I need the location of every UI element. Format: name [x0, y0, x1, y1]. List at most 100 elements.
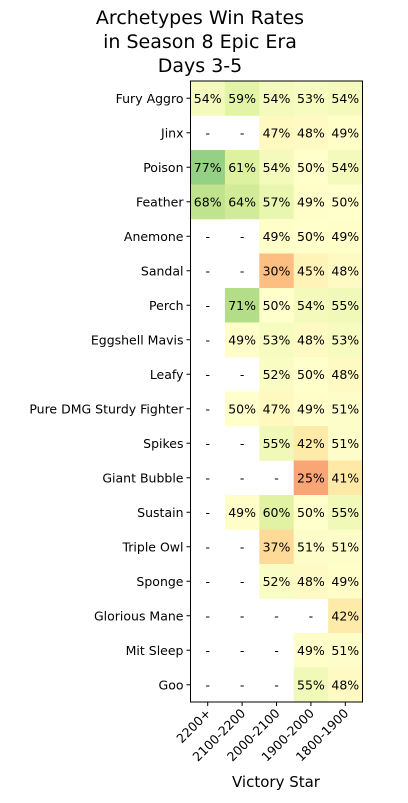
heatmap-cell [190, 81, 226, 116]
cell-value-label: 49% [331, 574, 359, 589]
cell-missing-label: - [240, 643, 245, 658]
cell-value-label: 42% [297, 436, 325, 451]
cell-value-label: 51% [331, 436, 359, 451]
cell-value-label: 41% [331, 470, 359, 485]
y-tick-label: Pure DMG Sturdy Fighter [29, 401, 184, 416]
cell-missing-label: - [205, 332, 210, 347]
heatmap-cell [293, 460, 329, 496]
cell-missing-label: - [240, 677, 245, 692]
cell-value-label: 53% [297, 91, 325, 106]
cell-missing-label: - [240, 539, 245, 554]
heatmap-cell [328, 357, 363, 392]
cell-value-label: 49% [331, 125, 359, 140]
cell-value-label: 57% [263, 194, 291, 209]
y-tick-label: Sponge [136, 574, 183, 589]
cell-missing-label: - [205, 367, 210, 382]
heatmap-cell [328, 184, 363, 220]
cell-value-label: 55% [331, 298, 359, 313]
heatmap-cell [328, 426, 363, 461]
heatmap-cell [293, 150, 329, 185]
cell-missing-label: - [274, 608, 279, 623]
cell-value-label: 54% [331, 91, 359, 106]
cell-value-label: 48% [331, 367, 359, 382]
cell-value-label: 51% [331, 401, 359, 416]
chart-title-line-3: Days 3-5 [157, 55, 243, 77]
heatmap-cell [259, 322, 294, 358]
heatmap-cell [259, 150, 294, 185]
cell-missing-label: - [205, 298, 210, 313]
y-tick-label: Goo [159, 677, 184, 692]
heatmap-cell [328, 288, 363, 323]
heatmap-cell [293, 667, 329, 703]
cell-value-label: 60% [263, 505, 291, 520]
x-axis-label: Victory Star [232, 773, 320, 791]
cell-value-label: 49% [297, 643, 325, 658]
cell-value-label: 64% [228, 194, 256, 209]
cell-missing-label: - [205, 539, 210, 554]
cell-value-label: 49% [263, 229, 291, 244]
cell-value-label: 54% [263, 91, 291, 106]
heatmap-cell [293, 81, 329, 116]
cell-value-label: 52% [263, 367, 291, 382]
heatmap-cell [328, 115, 363, 151]
cell-value-label: 49% [228, 505, 256, 520]
y-tick-label: Fury Aggro [116, 91, 184, 106]
cell-value-label: 49% [228, 332, 256, 347]
cell-value-label: 53% [331, 332, 359, 347]
cell-value-label: 50% [263, 298, 291, 313]
heatmap-cell [328, 150, 363, 185]
cell-missing-label: - [240, 608, 245, 623]
heatmap-cell [259, 184, 294, 220]
heatmap-cell [259, 115, 294, 151]
cell-missing-label: - [274, 643, 279, 658]
heatmap-cell [293, 288, 329, 323]
cell-value-label: 55% [297, 677, 325, 692]
heatmap-cell [293, 184, 329, 220]
cell-missing-label: - [205, 401, 210, 416]
heatmap-cell [224, 184, 260, 220]
heatmap-cell [259, 219, 294, 254]
cell-value-label: 30% [263, 263, 291, 278]
y-tick-label: Leafy [150, 367, 184, 382]
cell-value-label: 51% [297, 539, 325, 554]
heatmap-cell [293, 564, 329, 599]
cell-missing-label: - [274, 470, 279, 485]
cell-value-label: 51% [331, 643, 359, 658]
cell-value-label: 54% [194, 91, 222, 106]
cell-missing-label: - [205, 574, 210, 589]
heatmap-cell [224, 322, 260, 358]
heatmap-cell [328, 598, 363, 634]
cell-value-label: 50% [297, 505, 325, 520]
y-tick-label: Poison [143, 160, 183, 175]
cell-value-label: 50% [297, 229, 325, 244]
heatmap-cell [259, 81, 294, 116]
cell-value-label: 37% [263, 539, 291, 554]
cell-value-label: 49% [297, 194, 325, 209]
cell-value-label: 77% [194, 160, 222, 175]
y-tick-label: Sandal [141, 263, 184, 278]
heatmap-cell [293, 391, 329, 427]
cell-value-label: 49% [331, 229, 359, 244]
cell-value-label: 52% [263, 574, 291, 589]
y-tick-label: Glorious Mane [94, 608, 184, 623]
cell-value-label: 68% [194, 194, 222, 209]
y-tick-label: Mit Sleep [126, 643, 184, 658]
cell-missing-label: - [205, 436, 210, 451]
heatmap-cell [224, 150, 260, 185]
cell-value-label: 71% [228, 298, 256, 313]
cell-value-label: 48% [297, 574, 325, 589]
heatmap-cell [224, 391, 260, 427]
cell-value-label: 50% [228, 401, 256, 416]
cell-missing-label: - [240, 470, 245, 485]
heatmap-cell [328, 81, 363, 116]
cell-missing-label: - [240, 229, 245, 244]
cell-value-label: 47% [263, 401, 291, 416]
heatmap-cell [328, 633, 363, 668]
y-tick-label: Giant Bubble [102, 470, 183, 485]
cell-missing-label: - [240, 125, 245, 140]
heatmap-cell [328, 253, 363, 289]
cell-value-label: 51% [331, 539, 359, 554]
y-tick-label: Anemone [124, 229, 184, 244]
y-tick-label: Sustain [137, 505, 183, 520]
